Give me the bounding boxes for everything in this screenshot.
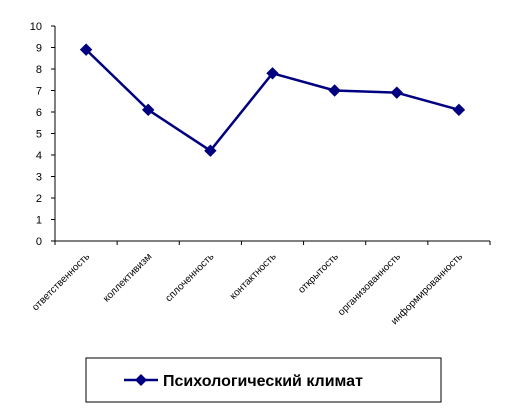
y-tick-label: 0 — [36, 236, 42, 248]
data-point — [390, 86, 403, 99]
legend-label: Психологический климат — [163, 373, 363, 390]
y-tick-label: 3 — [36, 172, 42, 184]
legend-marker — [135, 374, 147, 386]
series — [79, 43, 466, 157]
y-tick-label: 1 — [36, 215, 42, 227]
x-tick-label: ответственность — [30, 251, 92, 313]
data-point — [266, 67, 279, 80]
y-tick-label: 8 — [36, 64, 42, 76]
y-tick-label: 10 — [30, 21, 42, 33]
x-tick-label: коллективизм — [101, 251, 154, 304]
x-tick-label: открытость — [296, 251, 340, 295]
data-point — [142, 103, 155, 117]
x-tick-label: информированность — [389, 251, 466, 328]
y-tick-label: 7 — [36, 86, 42, 98]
x-tick-label: сплоченность — [164, 251, 217, 304]
data-point — [79, 43, 93, 56]
y-tick-label: 9 — [36, 43, 42, 55]
y-tick-label: 4 — [36, 150, 42, 162]
y-tick-label: 6 — [36, 107, 42, 119]
x-tick-label: организованность — [336, 251, 403, 318]
series-line — [85, 48, 460, 152]
y-ticks: 0 1 2 3 4 5 6 7 8 9 10 — [30, 21, 55, 248]
legend: Психологический климат — [85, 357, 442, 403]
x-ticks: ответственность коллективизм сплоченность к… — [30, 241, 491, 328]
data-point — [328, 84, 341, 97]
axes — [54, 26, 490, 242]
y-tick-label: 2 — [36, 193, 42, 205]
data-point — [204, 144, 217, 157]
x-tick-label: контактность — [228, 251, 279, 302]
y-tick-label: 5 — [36, 129, 42, 141]
data-point — [452, 103, 466, 117]
